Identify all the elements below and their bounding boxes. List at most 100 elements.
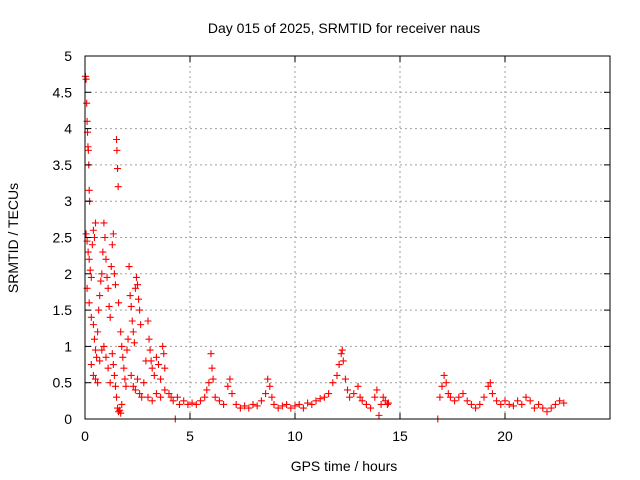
data-point bbox=[283, 400, 291, 408]
data-point bbox=[192, 400, 200, 408]
data-point bbox=[236, 404, 244, 412]
data-point bbox=[312, 397, 320, 405]
data-point bbox=[131, 284, 139, 292]
data-point bbox=[132, 273, 140, 281]
data-point bbox=[547, 404, 555, 412]
data-point bbox=[82, 230, 90, 238]
grid-lines bbox=[85, 56, 610, 419]
data-point bbox=[333, 371, 341, 379]
x-tick-label: 20 bbox=[497, 428, 513, 444]
data-point bbox=[266, 382, 274, 390]
data-point bbox=[131, 386, 139, 394]
data-point bbox=[111, 382, 119, 390]
data-point bbox=[383, 400, 391, 408]
data-point bbox=[140, 379, 148, 387]
data-point bbox=[99, 248, 107, 256]
data-point bbox=[155, 361, 162, 369]
data-point bbox=[379, 393, 387, 401]
data-point bbox=[129, 328, 137, 336]
data-point bbox=[113, 135, 120, 143]
data-point bbox=[114, 183, 122, 191]
data-point bbox=[88, 241, 96, 249]
data-point bbox=[122, 382, 130, 390]
data-point bbox=[130, 339, 138, 347]
data-point bbox=[92, 346, 99, 354]
data-point bbox=[108, 241, 116, 249]
data-point bbox=[245, 404, 253, 412]
data-point bbox=[96, 357, 104, 365]
data-point bbox=[134, 375, 141, 383]
data-point bbox=[90, 234, 98, 241]
data-point bbox=[377, 400, 385, 408]
y-tick-label: 2 bbox=[64, 266, 72, 282]
data-point bbox=[144, 393, 152, 401]
data-point bbox=[480, 393, 488, 401]
data-point bbox=[98, 270, 106, 278]
data-point bbox=[551, 400, 559, 408]
data-point bbox=[472, 404, 480, 412]
data-point bbox=[129, 382, 137, 390]
data-point bbox=[120, 364, 128, 372]
data-point bbox=[356, 393, 364, 401]
data-point bbox=[442, 379, 450, 387]
data-point bbox=[278, 402, 286, 410]
data-point bbox=[89, 321, 97, 329]
data-point bbox=[486, 379, 494, 387]
data-point bbox=[157, 393, 165, 401]
data-point bbox=[97, 277, 105, 285]
data-point bbox=[228, 390, 236, 398]
data-point bbox=[121, 375, 129, 383]
data-point bbox=[497, 400, 505, 408]
y-tick-label: 3 bbox=[64, 193, 72, 209]
data-point bbox=[86, 266, 94, 274]
y-tick-label: 2.5 bbox=[53, 230, 73, 246]
data-point bbox=[126, 292, 134, 300]
data-point bbox=[148, 397, 156, 405]
data-point bbox=[208, 364, 216, 372]
data-point bbox=[335, 361, 343, 369]
data-point bbox=[104, 284, 112, 292]
data-point bbox=[87, 273, 95, 281]
data-point bbox=[459, 390, 467, 398]
data-point bbox=[90, 335, 98, 343]
data-point bbox=[106, 379, 114, 387]
data-point bbox=[274, 404, 282, 412]
data-point bbox=[526, 397, 534, 405]
data-point bbox=[123, 346, 131, 354]
y-tick-label: 3.5 bbox=[53, 157, 73, 173]
data-point bbox=[346, 393, 354, 401]
data-point bbox=[530, 404, 538, 412]
data-point bbox=[110, 371, 118, 379]
data-point bbox=[522, 393, 530, 401]
data-point bbox=[375, 411, 383, 419]
data-point bbox=[138, 393, 146, 401]
data-points bbox=[81, 72, 568, 423]
data-point bbox=[128, 317, 136, 325]
data-point bbox=[287, 404, 295, 412]
data-point bbox=[488, 390, 496, 398]
data-point bbox=[161, 364, 169, 372]
data-point bbox=[83, 99, 91, 107]
data-point bbox=[118, 400, 126, 408]
data-point bbox=[102, 255, 110, 263]
data-point bbox=[316, 395, 324, 403]
data-point bbox=[354, 382, 362, 390]
data-point bbox=[125, 263, 133, 271]
x-tick-label: 5 bbox=[186, 428, 194, 444]
data-point bbox=[87, 361, 95, 369]
data-point bbox=[102, 353, 110, 361]
x-axis-label: GPS time / hours bbox=[291, 458, 398, 474]
data-point bbox=[304, 399, 312, 407]
data-point bbox=[438, 382, 446, 390]
data-point bbox=[337, 350, 345, 358]
data-point bbox=[111, 281, 119, 289]
data-point bbox=[291, 402, 299, 410]
data-point bbox=[373, 386, 381, 394]
data-point bbox=[197, 397, 204, 405]
data-point bbox=[165, 390, 173, 398]
data-point bbox=[101, 234, 109, 241]
data-point bbox=[152, 390, 160, 398]
data-point bbox=[535, 400, 543, 408]
y-axis-label: SRMTID / TECUs bbox=[5, 183, 21, 293]
